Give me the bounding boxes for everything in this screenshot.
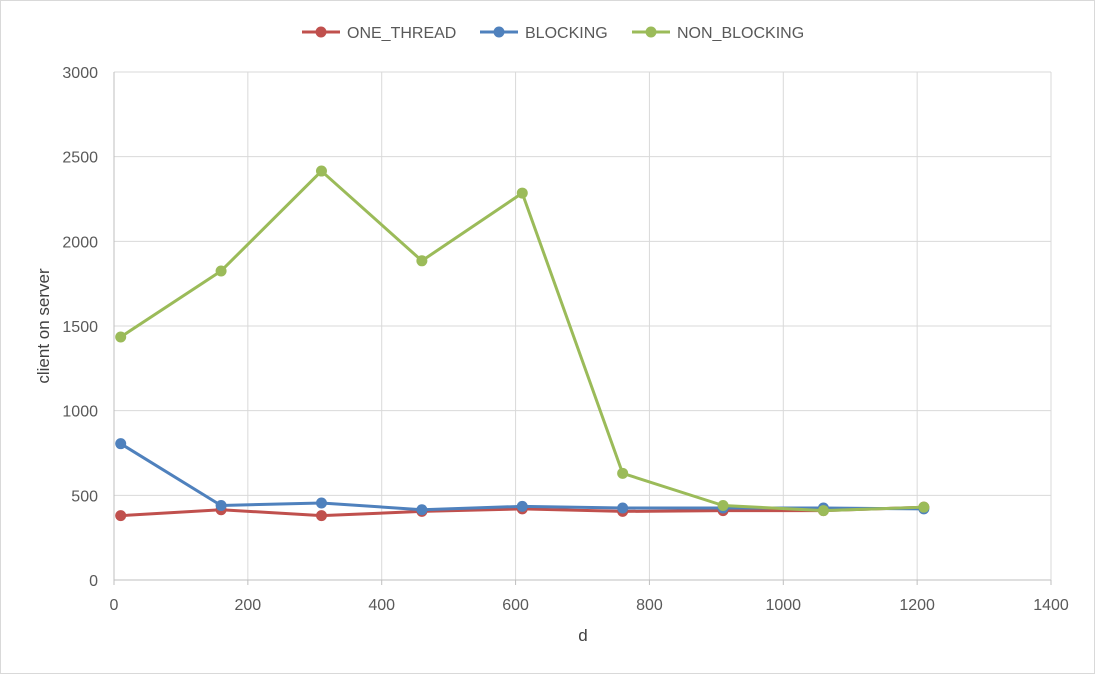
data-point [717, 499, 729, 511]
legend-marker [493, 26, 505, 38]
data-point [115, 438, 127, 450]
data-point [918, 501, 930, 513]
data-point [516, 500, 528, 512]
legend-item-blocking: BLOCKING [480, 25, 608, 42]
series-line [119, 442, 924, 512]
y-tick-label: 2000 [62, 234, 98, 251]
data-point [617, 467, 629, 479]
y-tick-label: 0 [89, 573, 98, 590]
y-tick-label: 500 [71, 488, 98, 505]
y-tick-label: 2500 [62, 150, 98, 167]
x-tick-label: 1200 [899, 597, 935, 614]
x-axis-title: d [578, 626, 587, 645]
data-point [315, 165, 327, 177]
x-tick-label: 800 [636, 597, 663, 614]
data-point [215, 265, 227, 277]
series-line [119, 169, 924, 513]
legend-item-non-blocking: NON_BLOCKING [632, 25, 804, 42]
data-point [215, 499, 227, 511]
legend-marker [645, 26, 657, 38]
data-point [115, 510, 127, 522]
y-axis-ticks: 0 500 1000 1500 2000 2500 3000 [62, 65, 98, 590]
data-point [416, 504, 428, 516]
legend-marker [315, 26, 327, 38]
legend-label: ONE_THREAD [347, 25, 456, 42]
x-tick-label: 1000 [765, 597, 801, 614]
x-axis-ticks: 0 200 400 600 800 1000 1200 1400 [110, 597, 1069, 614]
legend-label: BLOCKING [525, 25, 608, 42]
data-point [817, 505, 829, 517]
x-tick-label: 1400 [1033, 597, 1069, 614]
x-tick-label: 600 [502, 597, 529, 614]
legend-item-one-thread: ONE_THREAD [302, 25, 456, 42]
data-point [115, 331, 127, 343]
x-tick-label: 400 [368, 597, 395, 614]
data-point [315, 497, 327, 509]
data-point [516, 187, 528, 199]
series-lines [115, 165, 930, 522]
gridlines [114, 71, 1052, 580]
data-point [617, 502, 629, 514]
x-tick-label: 0 [110, 597, 119, 614]
series-non-blocking [115, 165, 930, 517]
y-tick-label: 1500 [62, 319, 98, 336]
x-tick-label: 200 [235, 597, 262, 614]
legend-label: NON_BLOCKING [677, 25, 804, 42]
data-point [416, 255, 428, 267]
y-tick-label: 3000 [62, 65, 98, 82]
y-tick-label: 1000 [62, 404, 98, 421]
y-axis-title: client on server [34, 268, 53, 384]
series-blocking [115, 438, 930, 516]
legend: ONE_THREAD BLOCKING NON_BLOCKING [302, 25, 804, 42]
data-point [315, 510, 327, 522]
axes [113, 72, 1052, 585]
